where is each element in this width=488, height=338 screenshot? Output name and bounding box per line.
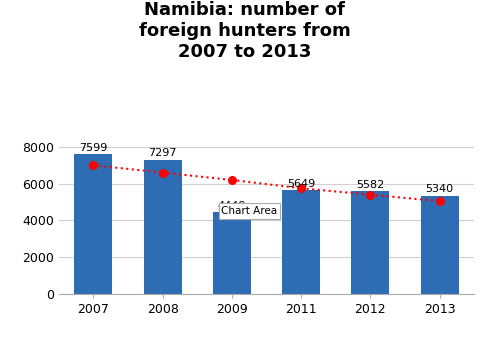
Bar xyxy=(282,190,320,294)
Bar xyxy=(351,191,388,294)
Bar xyxy=(212,212,250,294)
Bar xyxy=(143,160,181,294)
Text: 5649: 5649 xyxy=(286,179,315,189)
Text: 7297: 7297 xyxy=(148,148,177,158)
Bar xyxy=(420,196,458,294)
Text: 5582: 5582 xyxy=(356,180,384,190)
Text: 7599: 7599 xyxy=(79,143,107,153)
Text: 5340: 5340 xyxy=(425,184,453,194)
Text: Namibia: number of
foreign hunters from
2007 to 2013: Namibia: number of foreign hunters from … xyxy=(138,1,350,61)
Bar xyxy=(74,154,112,294)
Text: Chart Area: Chart Area xyxy=(221,206,277,216)
Text: 4449: 4449 xyxy=(217,201,245,211)
